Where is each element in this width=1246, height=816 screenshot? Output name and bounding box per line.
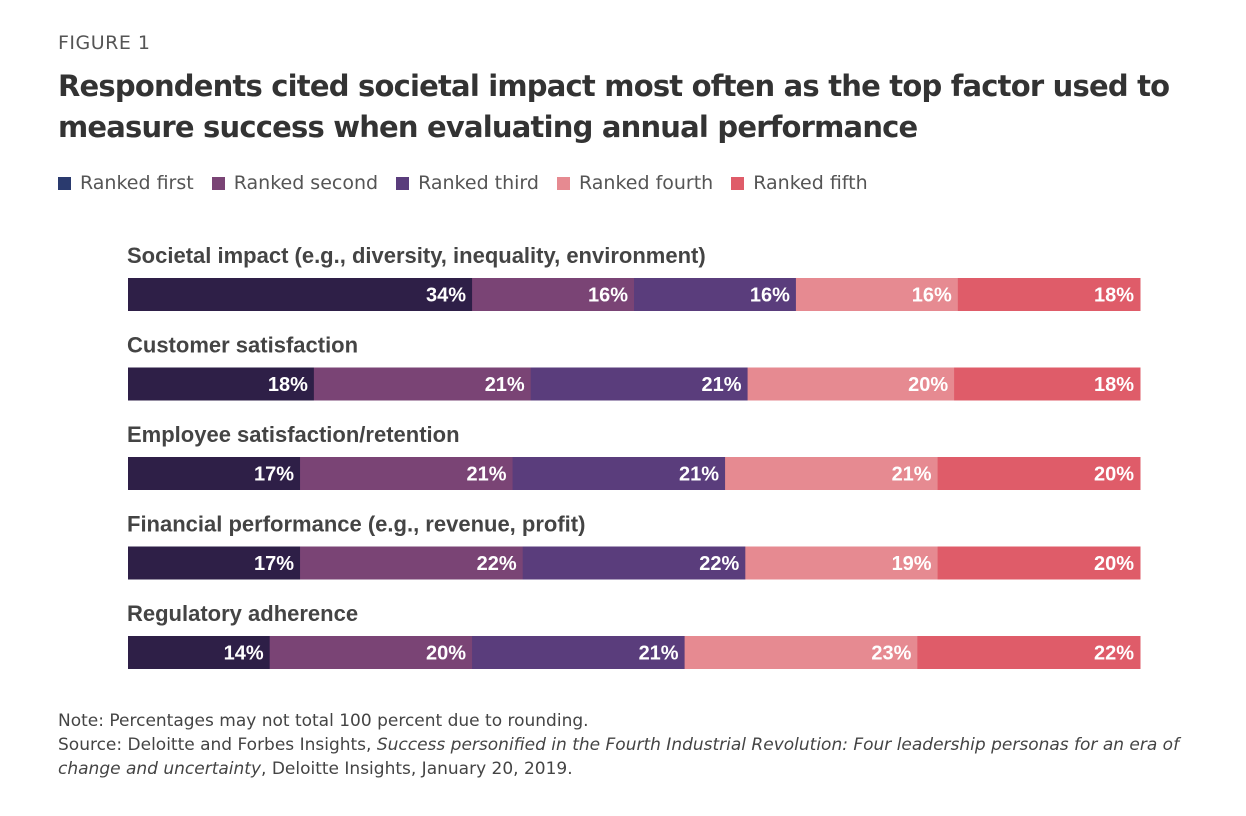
data-label-ranked-fifth-1: 18% — [1094, 285, 1134, 307]
legend-swatch-ranked-third — [396, 176, 410, 190]
source-publication: Success personified in the Fourth Indust… — [58, 735, 1180, 779]
bar-segment-ranked-fifth-2 — [954, 367, 1141, 401]
bar-segment-ranked-third-2 — [530, 367, 749, 401]
data-label-ranked-third-1: 16% — [750, 285, 790, 307]
data-label-ranked-fourth-3: 21% — [892, 464, 932, 486]
bar-segment-ranked-fifth-1 — [957, 278, 1141, 311]
legend-swatch-ranked-fourth — [556, 176, 570, 190]
source-suffix: , Deloitte Insights, January 20, 2019. — [261, 759, 573, 779]
bar-segment-ranked-first-4 — [128, 546, 301, 580]
bar-segment-ranked-second-2 — [313, 367, 532, 401]
bar-segment-ranked-fourth-3 — [725, 457, 939, 490]
bar-segment-ranked-second-4 — [300, 546, 524, 580]
data-label-ranked-second-3: 21% — [467, 464, 507, 486]
bar-segment-ranked-second-1 — [472, 278, 635, 311]
data-label-ranked-third-2: 21% — [702, 374, 742, 396]
legend-swatch-ranked-fifth — [731, 176, 745, 190]
bar-segment-ranked-fourth-1 — [795, 278, 959, 311]
bar-segment-ranked-fourth-4 — [745, 546, 939, 580]
chart-title: Respondents cited societal impact most o… — [58, 69, 1170, 144]
bar-segment-ranked-second-3 — [300, 457, 514, 490]
data-label-ranked-fourth-1: 16% — [912, 285, 952, 307]
bar-segment-ranked-first-3 — [128, 457, 301, 490]
footnote: Note: Percentages may not total 100 perc… — [58, 709, 1218, 781]
data-label-ranked-second-5: 20% — [426, 643, 466, 665]
data-label-ranked-first-5: 14% — [224, 643, 264, 665]
legend-item-ranked-first: Ranked first — [58, 172, 194, 194]
legend-swatch-ranked-second — [211, 176, 225, 190]
legend-label-ranked-third: Ranked third — [418, 172, 539, 194]
category-label-2: Customer satisfaction — [127, 333, 358, 358]
legend-label-ranked-fourth: Ranked fourth — [578, 172, 714, 194]
data-label-ranked-fourth-4: 19% — [892, 553, 932, 575]
data-label-ranked-third-3: 21% — [679, 464, 719, 486]
data-label-ranked-fifth-2: 18% — [1094, 374, 1134, 396]
data-label-ranked-second-2: 21% — [485, 374, 525, 396]
data-label-ranked-fourth-2: 20% — [908, 374, 948, 396]
bar-segment-ranked-second-5 — [269, 636, 473, 669]
data-label-ranked-fourth-5: 23% — [871, 643, 911, 665]
legend-item-ranked-fourth: Ranked fourth — [556, 172, 714, 194]
bar-segment-ranked-fifth-3 — [937, 457, 1141, 490]
legend: Ranked first Ranked second Ranked third … — [58, 172, 886, 194]
bar-segment-ranked-fourth-5 — [684, 636, 918, 669]
legend-label-ranked-fifth: Ranked fifth — [753, 172, 868, 194]
legend-label-ranked-first: Ranked first — [80, 172, 194, 194]
category-label-5: Regulatory adherence — [127, 601, 358, 626]
bar-segment-ranked-fourth-2 — [747, 367, 955, 401]
note-text: Note: Percentages may not total 100 perc… — [58, 711, 589, 731]
legend-label-ranked-second: Ranked second — [233, 172, 379, 194]
legend-item-ranked-second: Ranked second — [211, 172, 379, 194]
data-label-ranked-fifth-5: 22% — [1094, 643, 1134, 665]
data-label-ranked-third-4: 22% — [699, 553, 739, 575]
category-label-4: Financial performance (e.g., revenue, pr… — [127, 512, 585, 537]
bar-segment-ranked-third-3 — [512, 457, 726, 490]
data-label-ranked-second-4: 22% — [477, 553, 517, 575]
legend-item-ranked-fifth: Ranked fifth — [731, 172, 868, 194]
legend-item-ranked-third: Ranked third — [396, 172, 539, 194]
legend-swatch-ranked-first — [58, 176, 71, 190]
source-prefix: Source: Deloitte and Forbes Insights, — [58, 735, 377, 755]
data-label-ranked-first-3: 17% — [254, 464, 294, 486]
data-label-ranked-fifth-3: 20% — [1094, 464, 1134, 486]
bar-segment-ranked-first-2 — [128, 367, 315, 401]
data-label-ranked-fifth-4: 20% — [1094, 553, 1134, 575]
bar-segment-ranked-fifth-5 — [917, 636, 1141, 669]
bar-segment-ranked-fifth-4 — [937, 546, 1141, 580]
figure-label: FIGURE 1 — [58, 32, 151, 54]
bar-segment-ranked-third-1 — [634, 278, 797, 311]
category-label-3: Employee satisfaction/retention — [127, 422, 460, 447]
bar-segment-ranked-third-4 — [522, 546, 746, 580]
source-text: Source: Deloitte and Forbes Insights, Su… — [58, 733, 1218, 781]
data-label-ranked-first-4: 17% — [254, 553, 294, 575]
data-label-ranked-first-1: 34% — [426, 285, 466, 307]
bar-segment-ranked-third-5 — [472, 636, 686, 669]
category-label-1: Societal impact (e.g., diversity, inequa… — [127, 243, 706, 268]
bar-segment-ranked-first-1 — [128, 278, 473, 311]
data-label-ranked-third-5: 21% — [639, 643, 679, 665]
data-label-ranked-first-2: 18% — [268, 374, 308, 396]
bar-segment-ranked-first-5 — [128, 636, 271, 669]
data-label-ranked-second-1: 16% — [588, 285, 628, 307]
